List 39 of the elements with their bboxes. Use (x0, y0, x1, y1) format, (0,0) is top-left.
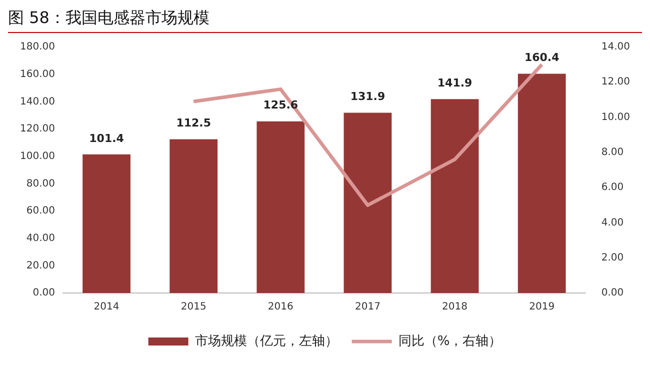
data-label: 112.5 (176, 116, 211, 130)
bar (430, 99, 479, 293)
chart-title: 图 58：我国电感器市场规模 (8, 8, 642, 33)
y-tick-label: 160.00 (20, 68, 55, 80)
y2-tick-label: 12.00 (601, 76, 630, 88)
bar (256, 121, 305, 293)
y-tick-label: 120.00 (20, 124, 55, 135)
bar (170, 139, 218, 293)
y-tick-label: 140.00 (20, 96, 55, 108)
y-tick-label: 80.00 (26, 178, 55, 190)
x-tick-label: 2014 (94, 302, 120, 313)
y-tick-label: 0.00 (32, 288, 55, 299)
x-tick-label: 2018 (442, 302, 468, 313)
y-tick-label: 180.00 (20, 42, 55, 53)
data-label: 101.4 (89, 132, 124, 145)
y2-tick-label: 4.00 (601, 217, 624, 228)
legend-label: 同比（%，右轴） (398, 334, 502, 349)
x-tick-label: 2015 (180, 302, 206, 313)
bar (344, 112, 392, 293)
legend-label: 市场规模（亿元，左轴） (194, 334, 338, 349)
y-tick-label: 20.00 (26, 260, 55, 272)
y2-tick-label: 14.00 (601, 42, 630, 53)
data-label: 131.9 (350, 90, 386, 104)
y-tick-label: 60.00 (26, 206, 55, 217)
bar (518, 74, 566, 293)
y-tick-label: 40.00 (26, 232, 55, 244)
x-tick-label: 2016 (268, 302, 294, 313)
y2-tick-label: 6.00 (601, 182, 624, 194)
y2-tick-label: 0.00 (601, 288, 624, 299)
y2-tick-label: 8.00 (601, 147, 624, 158)
data-label: 125.6 (263, 98, 298, 112)
x-tick-label: 2019 (529, 302, 555, 313)
y2-tick-label: 10.00 (601, 112, 630, 123)
y2-tick-label: 2.00 (601, 252, 624, 264)
y-tick-label: 100.00 (20, 150, 55, 162)
x-tick-label: 2017 (354, 302, 380, 313)
data-label: 160.4 (524, 51, 560, 64)
data-label: 141.9 (437, 76, 472, 90)
bar (82, 154, 130, 293)
